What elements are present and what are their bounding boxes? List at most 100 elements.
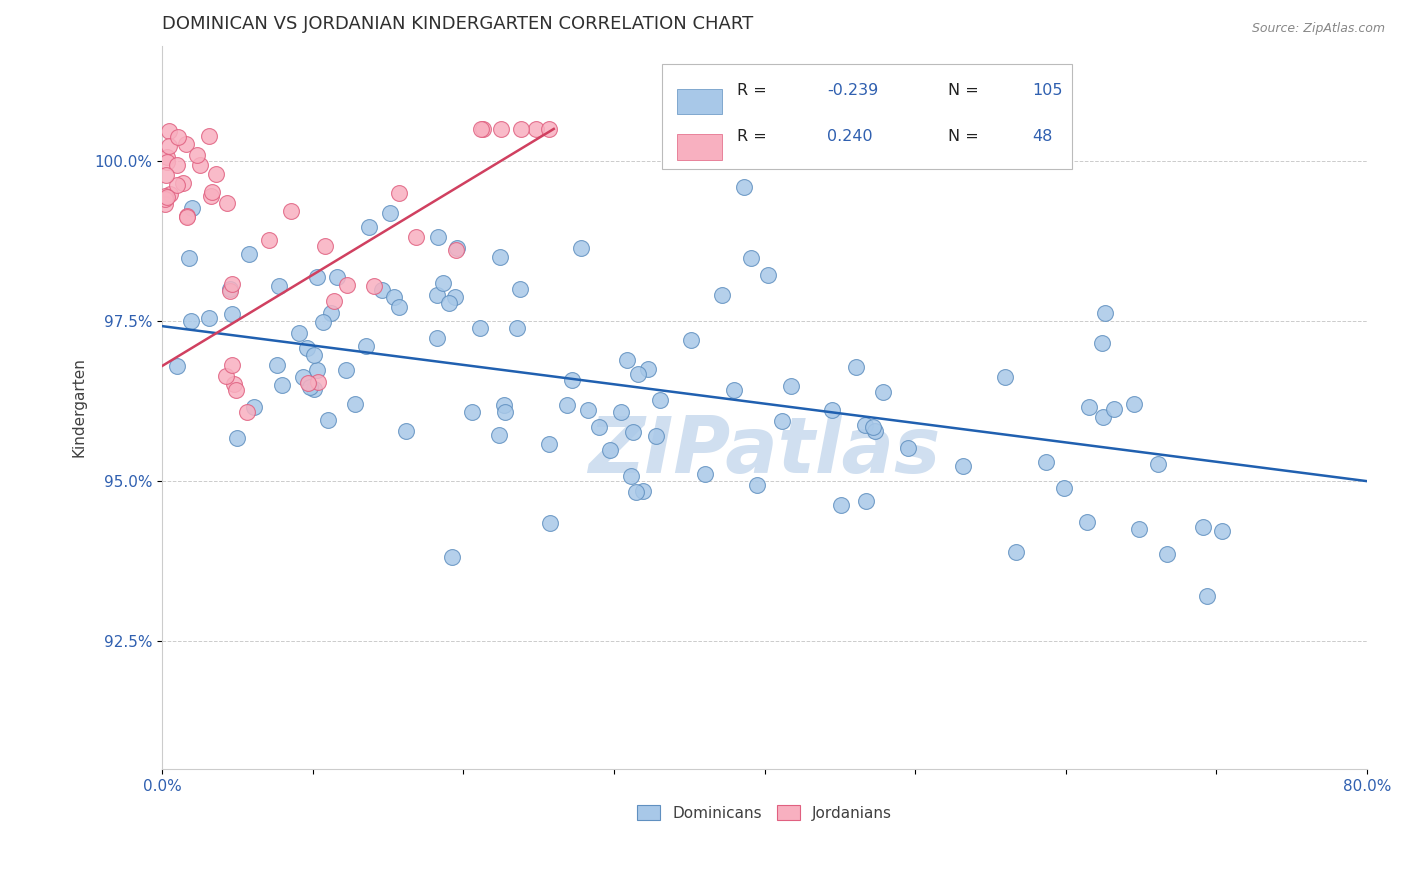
Dominicans xyxy=(845,359,868,374)
Jordanians xyxy=(259,233,281,247)
Jordanians xyxy=(174,136,197,151)
FancyBboxPatch shape xyxy=(676,134,723,160)
Jordanians xyxy=(222,376,245,391)
Jordanians xyxy=(297,376,319,390)
Jordanians xyxy=(322,294,344,309)
Dominicans xyxy=(509,282,531,296)
Text: DOMINICAN VS JORDANIAN KINDERGARTEN CORRELATION CHART: DOMINICAN VS JORDANIAN KINDERGARTEN CORR… xyxy=(162,15,754,33)
Dominicans xyxy=(1005,545,1028,559)
Dominicans xyxy=(198,310,221,325)
Jordanians xyxy=(510,122,533,136)
Dominicans xyxy=(1091,335,1114,350)
Dominicans xyxy=(740,251,762,265)
Dominicans xyxy=(266,359,288,373)
Dominicans xyxy=(1197,589,1219,603)
Jordanians xyxy=(188,158,211,172)
Jordanians xyxy=(167,130,190,145)
Dominicans xyxy=(219,282,242,296)
Text: 48: 48 xyxy=(1032,128,1052,144)
Jordanians xyxy=(221,358,243,372)
Text: ZIPatlas: ZIPatlas xyxy=(589,413,941,489)
Jordanians xyxy=(198,129,221,144)
Dominicans xyxy=(181,201,204,215)
Dominicans xyxy=(538,437,561,451)
Dominicans xyxy=(1123,397,1146,411)
Jordanians xyxy=(205,167,228,181)
Jordanians xyxy=(157,138,180,153)
Dominicans xyxy=(302,382,325,396)
Jordanians xyxy=(156,190,179,204)
Dominicans xyxy=(326,269,349,284)
Dominicans xyxy=(620,469,643,483)
Dominicans xyxy=(426,288,449,302)
Dominicans xyxy=(312,315,335,329)
Jordanians xyxy=(172,176,194,190)
Dominicans xyxy=(747,477,769,491)
Dominicans xyxy=(1128,522,1150,536)
Dominicans xyxy=(371,283,394,297)
Dominicans xyxy=(1102,402,1125,417)
Jordanians xyxy=(155,192,177,206)
Dominicans xyxy=(693,467,716,482)
Dominicans xyxy=(1076,515,1098,529)
Dominicans xyxy=(291,369,314,384)
Dominicans xyxy=(395,424,418,438)
Dominicans xyxy=(506,321,529,335)
Jordanians xyxy=(215,368,238,383)
Dominicans xyxy=(495,405,517,419)
Jordanians xyxy=(166,178,188,192)
Dominicans xyxy=(378,206,401,220)
Dominicans xyxy=(631,484,654,499)
Jordanians xyxy=(538,122,561,136)
Dominicans xyxy=(221,306,243,320)
Dominicans xyxy=(1094,306,1116,320)
Dominicans xyxy=(238,246,260,260)
Dominicans xyxy=(1078,400,1101,414)
Dominicans xyxy=(830,498,852,512)
Dominicans xyxy=(897,441,920,455)
Jordanians xyxy=(314,239,336,253)
Jordanians xyxy=(225,383,247,397)
Text: N =: N = xyxy=(948,128,984,144)
Jordanians xyxy=(280,203,302,218)
Dominicans xyxy=(1147,457,1170,471)
Dominicans xyxy=(226,431,249,445)
Jordanians xyxy=(157,124,180,138)
Jordanians xyxy=(363,278,385,293)
Dominicans xyxy=(681,333,703,347)
Dominicans xyxy=(780,379,803,393)
Jordanians xyxy=(176,210,198,224)
Dominicans xyxy=(621,425,644,439)
Jordanians xyxy=(156,154,179,169)
Text: N =: N = xyxy=(948,83,984,98)
Dominicans xyxy=(627,367,650,381)
Jordanians xyxy=(221,277,243,292)
Jordanians xyxy=(200,189,222,203)
Dominicans xyxy=(359,219,381,234)
Dominicans xyxy=(468,321,491,335)
Dominicans xyxy=(855,494,877,508)
Jordanians xyxy=(218,284,240,298)
Text: 0.240: 0.240 xyxy=(827,128,873,144)
Dominicans xyxy=(354,339,377,353)
Dominicans xyxy=(166,359,188,373)
Jordanians xyxy=(470,122,492,136)
Dominicans xyxy=(446,241,468,255)
Dominicans xyxy=(821,402,844,417)
Dominicans xyxy=(610,405,633,419)
Jordanians xyxy=(155,168,177,182)
Dominicans xyxy=(711,287,734,301)
Dominicans xyxy=(1053,481,1076,495)
Dominicans xyxy=(1035,455,1057,469)
Dominicans xyxy=(644,429,666,443)
Dominicans xyxy=(302,348,325,362)
Dominicans xyxy=(305,363,328,377)
Jordanians xyxy=(166,158,188,172)
Text: -0.239: -0.239 xyxy=(827,83,879,98)
Dominicans xyxy=(441,549,464,564)
Dominicans xyxy=(588,420,610,434)
Dominicans xyxy=(270,377,292,392)
Dominicans xyxy=(426,331,449,345)
Dominicans xyxy=(382,290,405,304)
Dominicans xyxy=(432,277,454,291)
